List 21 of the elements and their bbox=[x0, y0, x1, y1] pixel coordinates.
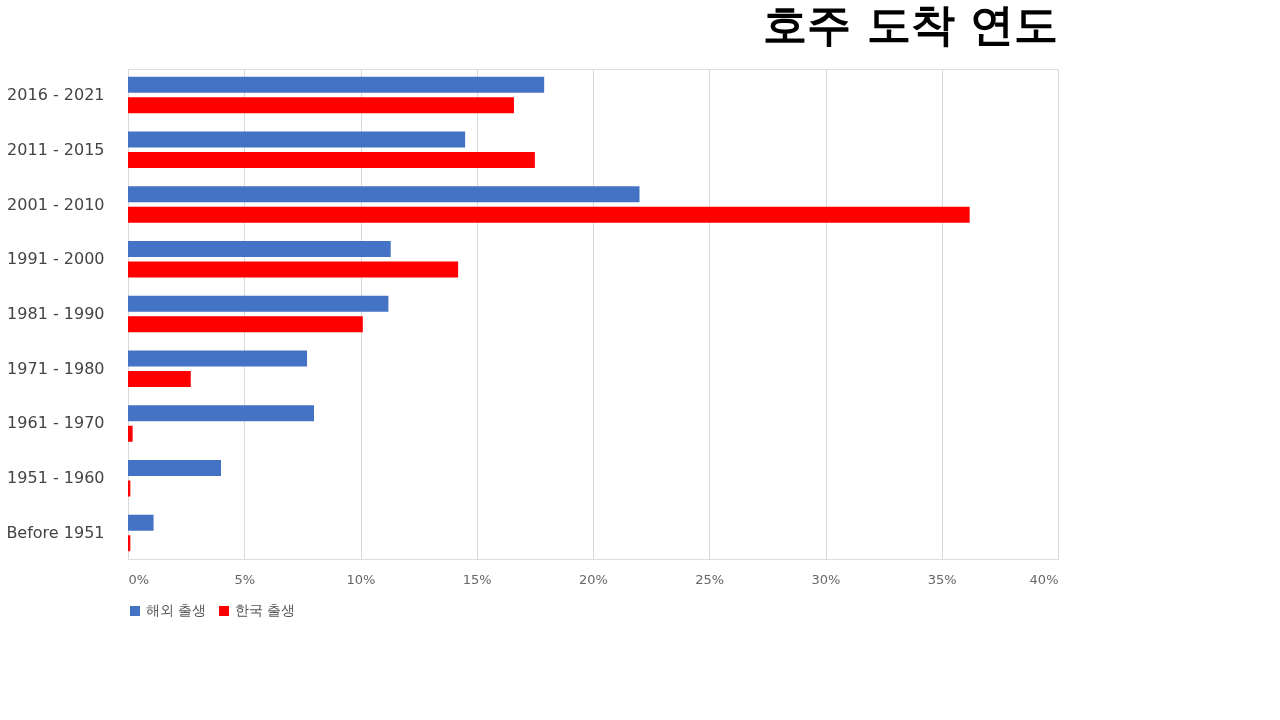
y-tick-label: 2011 - 2015 bbox=[7, 139, 105, 159]
x-tick-label: 25% bbox=[695, 571, 725, 587]
x-tick-label: 20% bbox=[579, 571, 608, 587]
legend-label: 해외 출생 bbox=[146, 602, 207, 618]
x-tick-label: 10% bbox=[346, 571, 376, 587]
y-tick-label: 2001 - 2010 bbox=[7, 194, 105, 214]
x-tick-label: 40% bbox=[1029, 571, 1059, 587]
y-tick-label: Before 1951 bbox=[6, 522, 105, 542]
y-tick-label: 1971 - 1980 bbox=[7, 358, 105, 378]
chart-title: 호주 도착 연도 bbox=[763, 0, 1058, 50]
y-tick-label: 1981 - 1990 bbox=[7, 304, 105, 323]
x-tick-label: 0% bbox=[128, 571, 150, 587]
x-tick-label: 5% bbox=[234, 571, 256, 587]
x-tick-label: 15% bbox=[462, 571, 492, 587]
y-tick-label: 1991 - 2000 bbox=[7, 249, 105, 269]
legend-label: 한국 출생 bbox=[235, 602, 296, 618]
x-tick-label: 30% bbox=[811, 571, 841, 587]
y-tick-label: 1961 - 1970 bbox=[7, 413, 105, 433]
y-tick-label: 1951 - 1960 bbox=[7, 468, 105, 488]
x-tick-label: 35% bbox=[927, 571, 957, 587]
y-tick-label: 2016 - 2021 bbox=[7, 85, 105, 105]
